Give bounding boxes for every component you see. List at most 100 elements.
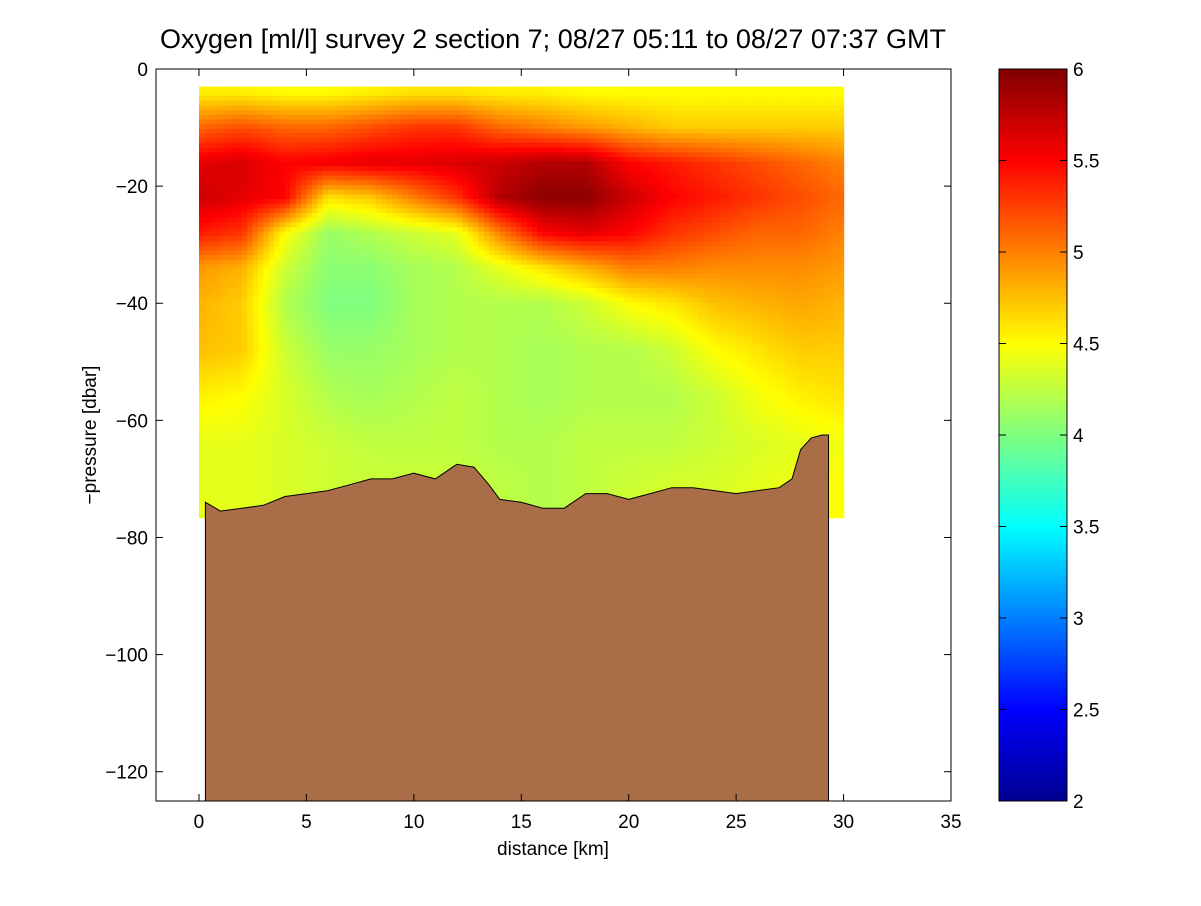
field-cell <box>199 339 205 345</box>
field-cell <box>381 297 388 303</box>
field-cell <box>489 124 495 130</box>
field-cell <box>274 358 281 364</box>
field-cell <box>220 447 227 453</box>
field-cell <box>446 386 453 392</box>
field-cell <box>435 283 442 289</box>
field-cell <box>387 423 393 430</box>
field-cell <box>403 222 410 228</box>
field-cell <box>279 208 286 214</box>
field-cell <box>483 386 490 392</box>
field-cell <box>370 363 377 369</box>
field-cell <box>268 386 275 392</box>
field-cell <box>290 91 297 97</box>
field-cell <box>381 175 388 181</box>
field-cell <box>333 442 340 448</box>
field-cell <box>338 124 345 130</box>
field-cell <box>344 311 350 317</box>
field-cell <box>295 381 302 387</box>
field-cell <box>241 409 248 416</box>
field-cell <box>456 320 463 327</box>
field-cell <box>365 377 372 383</box>
field-cell <box>467 217 474 223</box>
field-cell <box>387 400 393 406</box>
field-cell <box>419 470 426 476</box>
field-cell <box>456 391 463 397</box>
field-cell <box>354 292 361 298</box>
field-cell <box>295 95 302 102</box>
field-cell <box>236 428 243 434</box>
field-cell <box>317 128 324 134</box>
field-cell <box>360 133 367 139</box>
field-cell <box>440 105 447 111</box>
field-cell <box>279 320 286 327</box>
field-cell <box>301 199 307 205</box>
field-cell <box>290 419 297 425</box>
field-cell <box>284 184 291 191</box>
field-cell <box>424 381 431 387</box>
field-cell <box>199 475 205 481</box>
field-cell <box>408 302 415 308</box>
field-cell <box>370 170 377 177</box>
field-cell <box>215 306 222 313</box>
field-cell <box>419 456 426 462</box>
field-cell <box>209 498 216 505</box>
field-cell <box>247 86 254 92</box>
field-cell <box>306 170 313 177</box>
field-cell <box>204 133 211 139</box>
field-cell <box>456 316 463 322</box>
field-cell <box>268 203 275 209</box>
field-cell <box>419 91 426 97</box>
field-cell <box>472 269 479 275</box>
field-cell <box>241 461 248 467</box>
field-cell <box>306 119 313 125</box>
field-cell <box>446 400 453 406</box>
field-cell <box>456 423 463 430</box>
field-cell <box>236 170 243 177</box>
field-cell <box>199 348 205 355</box>
field-cell <box>268 353 275 359</box>
field-cell <box>419 217 426 223</box>
field-cell <box>349 353 356 359</box>
field-cell <box>274 133 281 139</box>
field-cell <box>199 213 205 219</box>
field-cell <box>290 95 297 102</box>
field-cell <box>397 433 404 439</box>
field-cell <box>424 423 431 430</box>
field-cell <box>215 428 222 434</box>
field-cell <box>338 367 345 373</box>
field-cell <box>327 124 334 130</box>
field-cell <box>199 283 205 289</box>
field-cell <box>279 484 286 491</box>
field-cell <box>451 124 458 130</box>
field-cell <box>381 475 388 481</box>
field-cell <box>317 363 324 369</box>
field-cell <box>317 114 324 120</box>
field-cell <box>344 470 350 476</box>
field-cell <box>215 353 222 359</box>
field-cell <box>467 110 474 116</box>
field-cell <box>403 339 410 345</box>
field-cell <box>317 475 324 481</box>
field-cell <box>247 278 254 284</box>
field-cell <box>225 170 232 177</box>
field-cell <box>220 269 227 275</box>
field-cell <box>252 405 259 411</box>
field-cell <box>263 372 270 378</box>
field-cell <box>274 250 281 256</box>
field-cell <box>322 419 329 425</box>
field-cell <box>258 274 265 280</box>
field-cell <box>354 259 361 266</box>
field-cell <box>333 320 340 327</box>
field-cell <box>247 264 254 270</box>
field-cell <box>446 414 453 420</box>
field-cell <box>403 119 410 125</box>
field-cell <box>236 278 243 284</box>
field-cell <box>408 170 415 177</box>
field-cell <box>365 316 372 322</box>
field-cell <box>199 114 205 120</box>
field-cell <box>338 86 345 92</box>
field-cell <box>333 259 340 266</box>
field-cell <box>435 156 442 163</box>
field-cell <box>478 227 485 233</box>
field-cell <box>231 489 238 495</box>
